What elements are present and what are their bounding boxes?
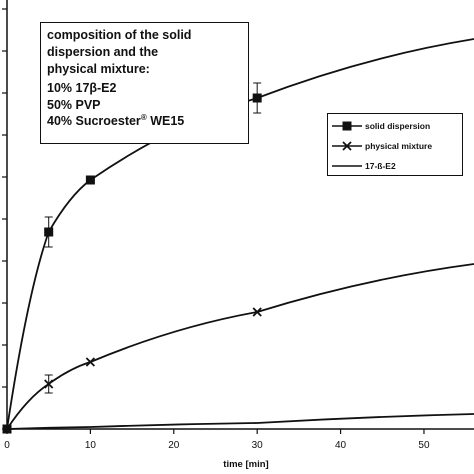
data-point xyxy=(44,227,54,237)
legend-marker xyxy=(342,141,352,151)
data-point xyxy=(85,357,96,367)
x-tick-label: 0 xyxy=(4,440,10,451)
legend-swatch xyxy=(332,141,362,151)
legend-marker xyxy=(342,121,352,131)
marker-stroke xyxy=(342,141,352,151)
legend-entry: physical mixture xyxy=(328,139,432,153)
chart-series xyxy=(2,38,474,434)
x-tick-label: 40 xyxy=(335,440,347,451)
composition-item-suffix: WE15 xyxy=(146,114,185,129)
legend-label: solid dispersion xyxy=(365,121,431,131)
composition-item-text: 40% Sucroester xyxy=(47,114,141,129)
x-tick-label: 50 xyxy=(418,440,430,451)
legend-entry: 17-ß-E2 xyxy=(328,159,396,173)
composition-item-sucroester: 40% Sucroester® WE15 xyxy=(47,113,242,130)
marker-stroke xyxy=(44,379,54,389)
legend-entry: solid dispersion xyxy=(328,119,430,133)
marker-stroke xyxy=(252,307,262,317)
series-3 xyxy=(6,413,474,430)
series-line xyxy=(6,38,474,430)
x-axis-label: time [min] xyxy=(223,459,269,470)
series-line xyxy=(6,413,474,430)
x-tick-label: 10 xyxy=(85,440,97,451)
data-point xyxy=(252,307,262,317)
composition-box: composition of the solid dispersion and … xyxy=(40,22,249,144)
composition-heading-line: composition of the solid xyxy=(47,28,192,42)
chart-legend: solid dispersion physical mixture 17-ß-E2 xyxy=(327,113,463,176)
legend-swatch xyxy=(332,165,362,167)
data-point xyxy=(44,379,54,389)
data-point xyxy=(252,93,262,103)
x-tick-label: 20 xyxy=(168,440,180,451)
chart-axes: 0 10 20 30 40 50 xyxy=(2,0,474,451)
series-line xyxy=(6,263,474,430)
legend-label: physical mixture xyxy=(365,141,433,151)
composition-heading-line: dispersion and the xyxy=(47,44,159,59)
composition-item-pvp: 50% PVP xyxy=(47,97,101,112)
composition-heading-line: physical mixture: xyxy=(47,61,150,76)
x-tick-label: 30 xyxy=(252,440,264,451)
legend-label: 17-ß-E2 xyxy=(365,161,396,171)
composition-item-estradiol: 10% 17β-E2 xyxy=(47,80,117,95)
marker-stroke xyxy=(85,357,96,367)
data-point xyxy=(85,175,95,185)
registered-mark: ® xyxy=(140,113,147,123)
legend-swatch xyxy=(332,121,362,131)
series-2 xyxy=(2,263,474,434)
composition-heading: composition of the solid dispersion and … xyxy=(47,27,242,78)
